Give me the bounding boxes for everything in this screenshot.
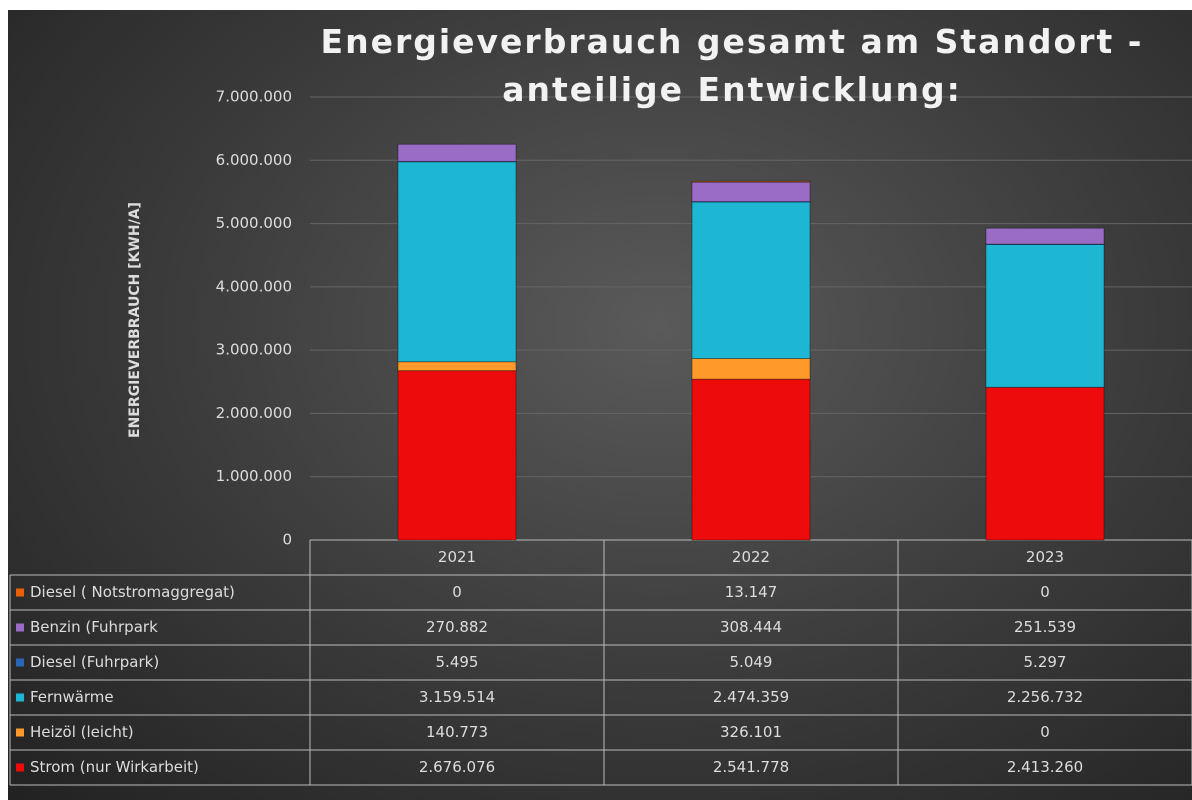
legend-label: Heizöl (leicht) [30,723,134,741]
legend-key [16,658,24,667]
data-label: 2.413.260 [1007,758,1083,776]
bar-segment [985,227,1105,245]
data-label: 0 [452,583,462,601]
bar-segment [397,370,517,541]
y-tick-label: 1.000.000 [216,467,292,485]
data-label: 13.147 [725,583,778,601]
data-label: 2.676.076 [419,758,495,776]
data-label: 2.474.359 [713,688,789,706]
bar-segment [691,181,811,203]
bar-segment [397,361,517,372]
bar-segment [985,243,1105,388]
legend-key [16,693,24,702]
y-axis-label: ENERGIEVERBRAUCH [KWH/A] [127,202,143,438]
legend-label: Benzin (Fuhrpark [30,618,158,636]
y-tick-label: 4.000.000 [216,277,292,295]
bar-segment [691,201,811,360]
data-label: 0 [1040,723,1050,741]
x-tick-label: 2023 [1026,548,1064,566]
chart-title: Energieverbrauch gesamt am Standort - an… [320,22,1144,109]
bar-segment [985,386,1105,541]
bar-segment [691,180,811,183]
data-label: 326.101 [720,723,782,741]
data-label: 2.541.778 [713,758,789,776]
data-label: 5.049 [730,653,773,671]
legend-key [16,623,24,632]
legend-label: Diesel ( Notstromaggregat) [30,583,235,601]
bar-segment [397,161,517,363]
y-tick-label: 7.000.000 [216,88,292,106]
x-tick-label: 2022 [732,548,770,566]
data-label: 5.297 [1024,653,1067,671]
legend-label: Fernwärme [30,688,114,706]
y-tick-label: 0 [282,531,292,549]
data-label: 308.444 [720,618,782,636]
y-tick-label: 3.000.000 [216,341,292,359]
y-tick-label: 2.000.000 [216,404,292,422]
x-tick-label: 2021 [438,548,476,566]
data-label: 270.882 [426,618,488,636]
legend-key [16,728,24,737]
legend-key [16,588,24,597]
legend-label: Diesel (Fuhrpark) [30,653,159,671]
y-tick-label: 6.000.000 [216,151,292,169]
legend-key [16,763,24,772]
data-label: 5.495 [436,653,479,671]
data-label: 140.773 [426,723,488,741]
data-label: 0 [1040,583,1050,601]
legend-label: Strom (nur Wirkarbeit) [30,758,199,776]
data-label: 251.539 [1014,618,1076,636]
bar-segment [691,358,811,380]
data-label: 2.256.732 [1007,688,1083,706]
data-label: 3.159.514 [419,688,495,706]
bar-segment [397,143,517,162]
y-tick-label: 5.000.000 [216,214,292,232]
bar-segment [691,378,811,541]
